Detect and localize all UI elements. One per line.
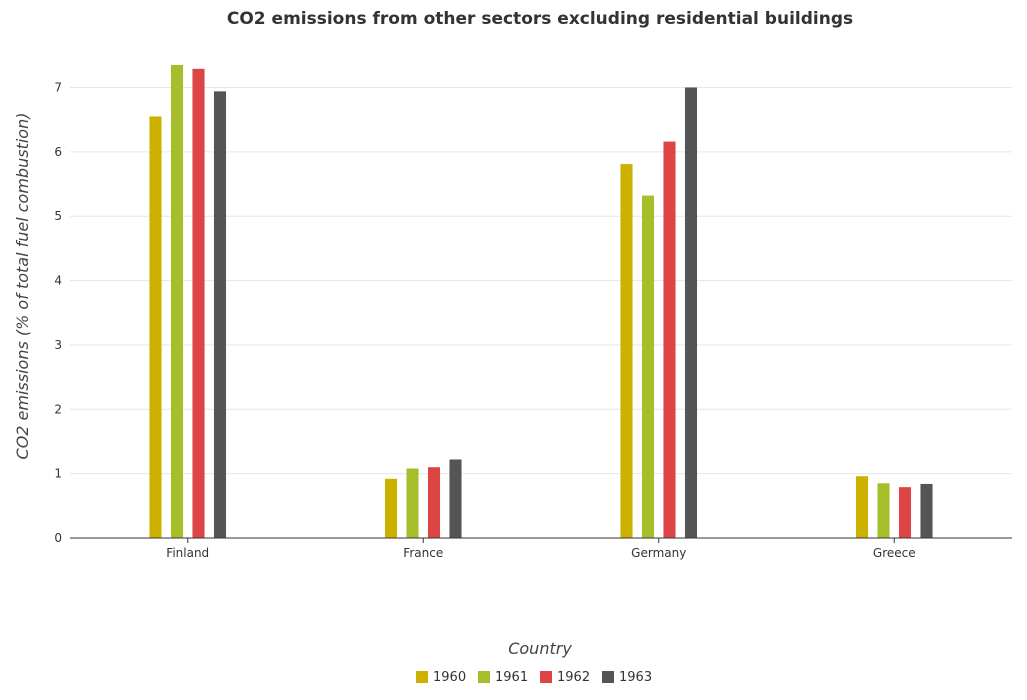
y-tick-label: 1 — [54, 467, 62, 481]
y-tick-label: 7 — [54, 80, 62, 94]
bar-germany-1960 — [620, 164, 633, 539]
y-tick-label: 2 — [54, 402, 62, 416]
gridlines — [70, 86, 1012, 539]
x-tick-label: Finland — [166, 546, 209, 560]
x-tick-label: France — [403, 546, 443, 560]
y-axis-title: CO2 emissions (% of total fuel combustio… — [13, 113, 32, 460]
legend-label-1962: 1962 — [557, 670, 590, 685]
y-axis: 0 1 2 3 4 5 6 7 — [54, 80, 62, 545]
legend: 1960 1961 1962 1963 — [416, 670, 652, 685]
legend-swatch-1962 — [540, 671, 552, 683]
y-tick-label: 5 — [54, 209, 62, 223]
bar-finland-1962 — [192, 68, 205, 539]
bar-finland-1963 — [213, 91, 227, 538]
bar-germany-1962 — [663, 141, 676, 539]
bar-france-1960 — [384, 478, 398, 538]
bar-germany-1961 — [641, 195, 655, 538]
y-tick-label: 6 — [54, 145, 62, 159]
bars — [149, 64, 933, 539]
bar-france-1963 — [449, 459, 462, 538]
legend-label-1963: 1963 — [619, 670, 652, 685]
bar-greece-1960 — [855, 476, 869, 538]
y-tick-label: 0 — [54, 531, 62, 545]
legend-label-1960: 1960 — [433, 670, 466, 685]
bar-greece-1961 — [877, 483, 890, 538]
legend-swatch-1961 — [478, 671, 490, 683]
bar-greece-1962 — [898, 487, 912, 538]
y-tick-label: 4 — [54, 274, 62, 288]
bar-greece-1963 — [920, 483, 933, 538]
x-axis-title: Country — [508, 639, 572, 658]
legend-label-1961: 1961 — [495, 670, 528, 685]
x-tick-label: Germany — [631, 546, 686, 560]
bar-germany-1963 — [684, 87, 698, 538]
x-axis: Finland France Germany Greece — [70, 537, 1012, 560]
bar-france-1962 — [427, 467, 441, 538]
y-tick-label: 3 — [54, 338, 62, 352]
chart-title: CO2 emissions from other sectors excludi… — [227, 9, 853, 29]
x-tick-label: Greece — [873, 546, 916, 560]
legend-swatch-1963 — [602, 671, 614, 683]
legend-swatch-1960 — [416, 671, 428, 683]
bar-france-1961 — [406, 468, 419, 538]
bar-finland-1960 — [149, 116, 162, 538]
bar-finland-1961 — [170, 64, 184, 538]
